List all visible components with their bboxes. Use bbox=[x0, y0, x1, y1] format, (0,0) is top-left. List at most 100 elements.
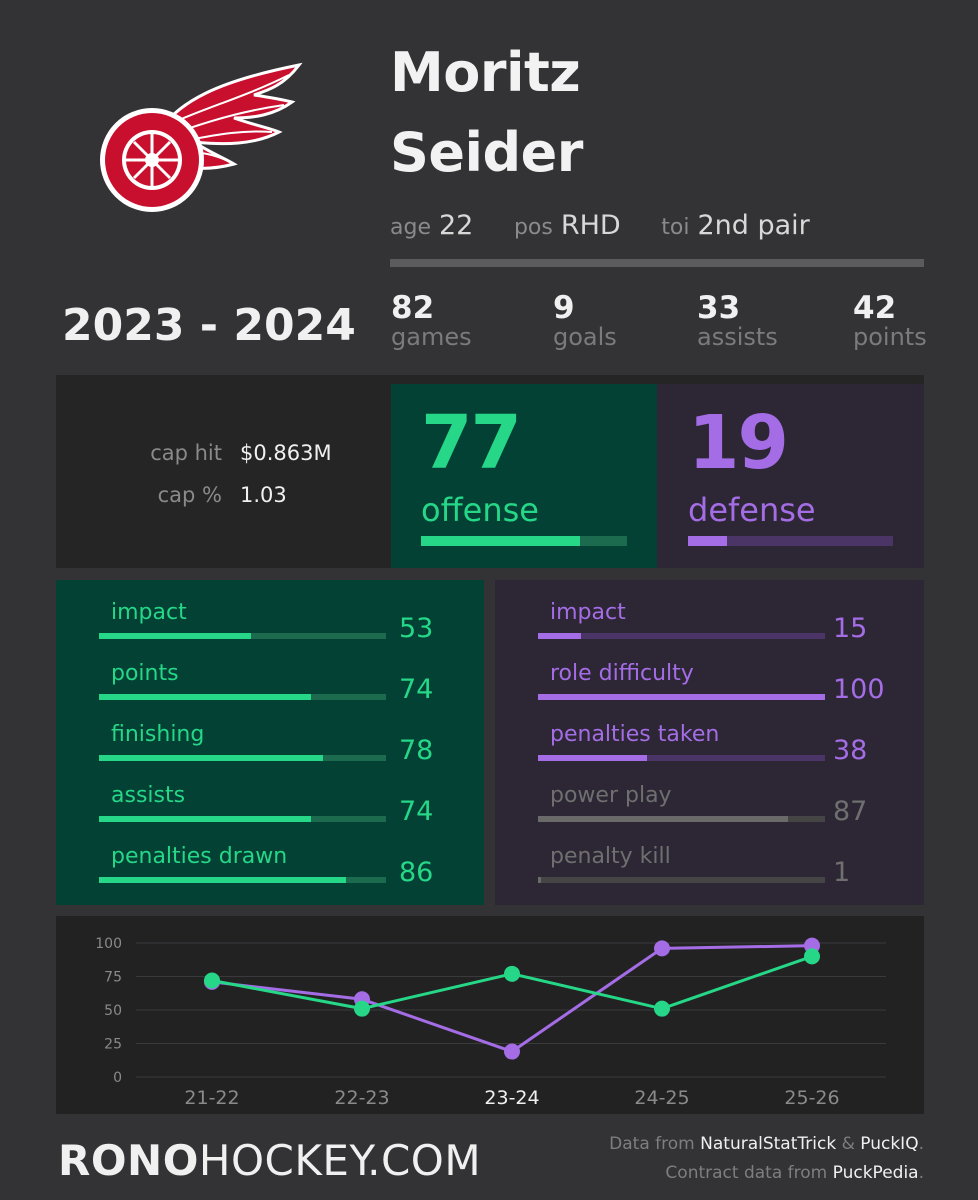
breakdown-bar-fill bbox=[99, 816, 312, 822]
series-point bbox=[504, 965, 520, 982]
trend-chart-svg: 100 75 50 25 0 21-22 22-23 23-24 24-25 25-26 bbox=[95, 936, 886, 1109]
breakdown-value: 78 bbox=[399, 735, 434, 766]
breakdown-row: impact 15 bbox=[495, 580, 924, 644]
breakdown-bar-fill bbox=[538, 755, 648, 761]
source-naturalstattrick[interactable]: NaturalStatTrick bbox=[700, 1134, 837, 1154]
x-tick-label: 25-26 bbox=[784, 1087, 839, 1109]
offense-breakdown-panel: impact 53 points 74 finishing 78 assists 74 pena… bbox=[56, 580, 484, 905]
breakdown-label: impact bbox=[550, 600, 626, 625]
breakdown-bar bbox=[99, 633, 386, 639]
trend-chart: 100 75 50 25 0 21-22 22-23 23-24 24-25 25-26 bbox=[56, 916, 924, 1114]
breakdown-row: impact 53 bbox=[56, 580, 484, 644]
breakdown-label: role difficulty bbox=[550, 661, 694, 686]
breakdown-value: 15 bbox=[833, 613, 868, 644]
brand-rest: HOCKEY.COM bbox=[198, 1136, 482, 1185]
stat-points: 42 points bbox=[853, 292, 927, 349]
source-puckiq[interactable]: PuckIQ bbox=[860, 1134, 919, 1154]
cap-pct-label: cap % bbox=[157, 483, 222, 507]
credits-amp: & bbox=[836, 1134, 861, 1154]
y-tick-label: 100 bbox=[95, 936, 122, 952]
series-point bbox=[804, 948, 820, 965]
breakdown-label: penalty kill bbox=[550, 844, 671, 869]
data-credits: Data from NaturalStatTrick & PuckIQ. bbox=[609, 1134, 924, 1154]
pos-label: pos bbox=[513, 215, 553, 240]
series-point bbox=[354, 1000, 370, 1017]
series-point bbox=[654, 940, 670, 957]
breakdown-row: role difficulty 100 bbox=[495, 641, 924, 705]
y-tick-label: 0 bbox=[113, 1070, 122, 1086]
contract-credits-prefix: Contract data from bbox=[665, 1163, 833, 1183]
x-tick-label: 24-25 bbox=[634, 1087, 689, 1109]
series-line bbox=[211, 954, 813, 1011]
offense-label: offense bbox=[421, 491, 539, 529]
series-point bbox=[204, 972, 220, 989]
y-tick-label: 50 bbox=[104, 1003, 122, 1019]
offense-score: 77 bbox=[421, 400, 522, 486]
breakdown-bar bbox=[99, 816, 386, 822]
cap-hit-label: cap hit bbox=[150, 441, 222, 465]
stat-goals: 9 goals bbox=[553, 292, 617, 349]
brand-bold: RONO bbox=[58, 1136, 199, 1185]
breakdown-value: 1 bbox=[833, 857, 851, 888]
pos-value: RHD bbox=[560, 210, 621, 241]
stat-value: 82 bbox=[391, 290, 435, 326]
credits-prefix: Data from bbox=[609, 1134, 701, 1154]
y-tick-label: 75 bbox=[104, 970, 122, 986]
series-point bbox=[654, 1000, 670, 1017]
breakdown-row: finishing 78 bbox=[56, 702, 484, 766]
breakdown-value: 86 bbox=[399, 857, 434, 888]
breakdown-label: assists bbox=[111, 783, 186, 808]
series-point bbox=[504, 1043, 520, 1060]
breakdown-value: 53 bbox=[399, 613, 434, 644]
breakdown-bar bbox=[99, 877, 386, 883]
team-logo bbox=[84, 60, 304, 220]
stat-label: assists bbox=[697, 322, 778, 351]
offense-bar bbox=[421, 536, 627, 546]
breakdown-row: penalty kill 1 bbox=[495, 824, 924, 888]
breakdown-bar bbox=[538, 877, 825, 883]
offense-score-card: 77 offense bbox=[391, 384, 657, 568]
breakdown-label: power play bbox=[550, 783, 672, 808]
breakdown-bar bbox=[99, 694, 386, 700]
age-value: 22 bbox=[438, 210, 474, 241]
breakdown-bar bbox=[538, 633, 825, 639]
contract-box: cap hit $0.863M cap % 1.03 bbox=[56, 375, 390, 568]
defense-bar-fill bbox=[688, 536, 727, 546]
breakdown-bar-fill bbox=[538, 816, 788, 822]
header-divider bbox=[390, 259, 924, 267]
source-puckpedia[interactable]: PuckPedia bbox=[832, 1163, 919, 1183]
breakdown-row: assists 74 bbox=[56, 763, 484, 827]
cap-hit-value: $0.863M bbox=[240, 441, 332, 465]
toi-value: 2nd pair bbox=[697, 210, 810, 241]
stat-label: goals bbox=[553, 322, 617, 351]
breakdown-label: points bbox=[111, 661, 179, 686]
x-tick-label: 23-24 bbox=[484, 1087, 539, 1109]
season-label: 2023 - 2024 bbox=[62, 300, 356, 351]
breakdown-value: 87 bbox=[833, 796, 868, 827]
stat-value: 42 bbox=[853, 290, 897, 326]
breakdown-label: penalties taken bbox=[550, 722, 720, 747]
stat-games: 82 games bbox=[391, 292, 472, 349]
cap-pct-value: 1.03 bbox=[240, 483, 287, 507]
breakdown-row: points 74 bbox=[56, 641, 484, 705]
breakdown-bar-fill bbox=[538, 633, 582, 639]
breakdown-row: penalties drawn 86 bbox=[56, 824, 484, 888]
toi-label: toi bbox=[661, 215, 690, 240]
player-meta: age 22 pos RHD toi 2nd pair bbox=[390, 210, 842, 241]
offense-bar-fill bbox=[421, 536, 580, 546]
defense-bar bbox=[688, 536, 893, 546]
y-tick-label: 25 bbox=[104, 1037, 122, 1053]
defense-breakdown-panel: impact 15 role difficulty 100 penalties take… bbox=[495, 580, 924, 905]
breakdown-value: 74 bbox=[399, 674, 434, 705]
stat-label: games bbox=[391, 322, 472, 351]
breakdown-label: penalties drawn bbox=[111, 844, 288, 869]
stat-value: 33 bbox=[697, 290, 741, 326]
stat-label: points bbox=[853, 322, 927, 351]
breakdown-bar-fill bbox=[99, 694, 312, 700]
player-first-name: Moritz bbox=[390, 41, 581, 104]
breakdown-bar bbox=[538, 694, 825, 700]
site-brand[interactable]: RONOHOCKEY.COM bbox=[58, 1136, 481, 1185]
stat-assists: 33 assists bbox=[697, 292, 778, 349]
breakdown-bar bbox=[538, 755, 825, 761]
breakdown-bar-fill bbox=[99, 755, 323, 761]
